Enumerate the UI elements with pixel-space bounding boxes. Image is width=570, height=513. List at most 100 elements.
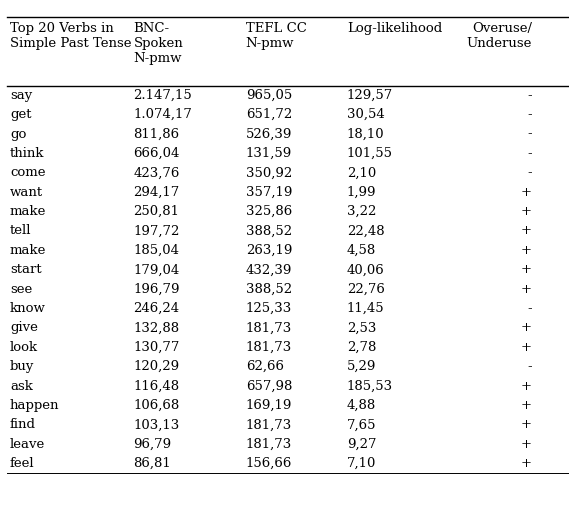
Text: 246,24: 246,24	[133, 302, 180, 315]
Text: 357,19: 357,19	[246, 186, 292, 199]
Text: 388,52: 388,52	[246, 283, 292, 295]
Text: +: +	[521, 399, 532, 412]
Text: +: +	[521, 457, 532, 470]
Text: 7,65: 7,65	[347, 419, 376, 431]
Text: 5,29: 5,29	[347, 360, 376, 373]
Text: 9,27: 9,27	[347, 438, 376, 451]
Text: get: get	[10, 108, 31, 121]
Text: give: give	[10, 322, 38, 334]
Text: 651,72: 651,72	[246, 108, 292, 121]
Text: 7,10: 7,10	[347, 457, 376, 470]
Text: 4,88: 4,88	[347, 399, 376, 412]
Text: 197,72: 197,72	[133, 225, 180, 238]
Text: 106,68: 106,68	[133, 399, 180, 412]
Text: BNC-
Spoken
N-pmw: BNC- Spoken N-pmw	[133, 22, 183, 65]
Text: 40,06: 40,06	[347, 263, 385, 277]
Text: +: +	[521, 186, 532, 199]
Text: 22,76: 22,76	[347, 283, 385, 295]
Text: 86,81: 86,81	[133, 457, 171, 470]
Text: 103,13: 103,13	[133, 419, 180, 431]
Text: leave: leave	[10, 438, 45, 451]
Text: -: -	[527, 147, 532, 160]
Text: want: want	[10, 186, 43, 199]
Text: happen: happen	[10, 399, 59, 412]
Text: 125,33: 125,33	[246, 302, 292, 315]
Text: -: -	[527, 89, 532, 102]
Text: 62,66: 62,66	[246, 360, 284, 373]
Text: 185,04: 185,04	[133, 244, 180, 257]
Text: 350,92: 350,92	[246, 166, 292, 180]
Text: 181,73: 181,73	[246, 341, 292, 354]
Text: 181,73: 181,73	[246, 419, 292, 431]
Text: Top 20 Verbs in
Simple Past Tense: Top 20 Verbs in Simple Past Tense	[10, 22, 132, 50]
Text: 11,45: 11,45	[347, 302, 384, 315]
Text: come: come	[10, 166, 46, 180]
Text: 185,53: 185,53	[347, 380, 393, 392]
Text: 2,78: 2,78	[347, 341, 376, 354]
Text: find: find	[10, 419, 36, 431]
Text: 811,86: 811,86	[133, 128, 180, 141]
Text: 666,04: 666,04	[133, 147, 180, 160]
Text: 325,86: 325,86	[246, 205, 292, 218]
Text: Overuse/
Underuse: Overuse/ Underuse	[467, 22, 532, 50]
Text: +: +	[521, 205, 532, 218]
Text: tell: tell	[10, 225, 31, 238]
Text: +: +	[521, 263, 532, 277]
Text: 179,04: 179,04	[133, 263, 180, 277]
Text: 129,57: 129,57	[347, 89, 393, 102]
Text: 3,22: 3,22	[347, 205, 376, 218]
Text: 196,79: 196,79	[133, 283, 180, 295]
Text: 263,19: 263,19	[246, 244, 292, 257]
Text: +: +	[521, 341, 532, 354]
Text: TEFL CC
N-pmw: TEFL CC N-pmw	[246, 22, 307, 50]
Text: +: +	[521, 225, 532, 238]
Text: 181,73: 181,73	[246, 438, 292, 451]
Text: 423,76: 423,76	[133, 166, 180, 180]
Text: 131,59: 131,59	[246, 147, 292, 160]
Text: see: see	[10, 283, 32, 295]
Text: 18,10: 18,10	[347, 128, 384, 141]
Text: 101,55: 101,55	[347, 147, 393, 160]
Text: think: think	[10, 147, 44, 160]
Text: 169,19: 169,19	[246, 399, 292, 412]
Text: -: -	[527, 166, 532, 180]
Text: -: -	[527, 302, 532, 315]
Text: 120,29: 120,29	[133, 360, 180, 373]
Text: 1,99: 1,99	[347, 186, 376, 199]
Text: ask: ask	[10, 380, 32, 392]
Text: 294,17: 294,17	[133, 186, 180, 199]
Text: 526,39: 526,39	[246, 128, 292, 141]
Text: 432,39: 432,39	[246, 263, 292, 277]
Text: -: -	[527, 128, 532, 141]
Text: 30,54: 30,54	[347, 108, 385, 121]
Text: make: make	[10, 205, 46, 218]
Text: feel: feel	[10, 457, 35, 470]
Text: 250,81: 250,81	[133, 205, 180, 218]
Text: -: -	[527, 108, 532, 121]
Text: 965,05: 965,05	[246, 89, 292, 102]
Text: 1.074,17: 1.074,17	[133, 108, 192, 121]
Text: +: +	[521, 380, 532, 392]
Text: 657,98: 657,98	[246, 380, 292, 392]
Text: make: make	[10, 244, 46, 257]
Text: 22,48: 22,48	[347, 225, 384, 238]
Text: +: +	[521, 438, 532, 451]
Text: 116,48: 116,48	[133, 380, 180, 392]
Text: 388,52: 388,52	[246, 225, 292, 238]
Text: go: go	[10, 128, 26, 141]
Text: 130,77: 130,77	[133, 341, 180, 354]
Text: 132,88: 132,88	[133, 322, 180, 334]
Text: +: +	[521, 283, 532, 295]
Text: 4,58: 4,58	[347, 244, 376, 257]
Text: 2,53: 2,53	[347, 322, 376, 334]
Text: 156,66: 156,66	[246, 457, 292, 470]
Text: 2.147,15: 2.147,15	[133, 89, 192, 102]
Text: buy: buy	[10, 360, 34, 373]
Text: 96,79: 96,79	[133, 438, 172, 451]
Text: +: +	[521, 244, 532, 257]
Text: Log-likelihood: Log-likelihood	[347, 22, 442, 35]
Text: +: +	[521, 419, 532, 431]
Text: +: +	[521, 322, 532, 334]
Text: 2,10: 2,10	[347, 166, 376, 180]
Text: look: look	[10, 341, 38, 354]
